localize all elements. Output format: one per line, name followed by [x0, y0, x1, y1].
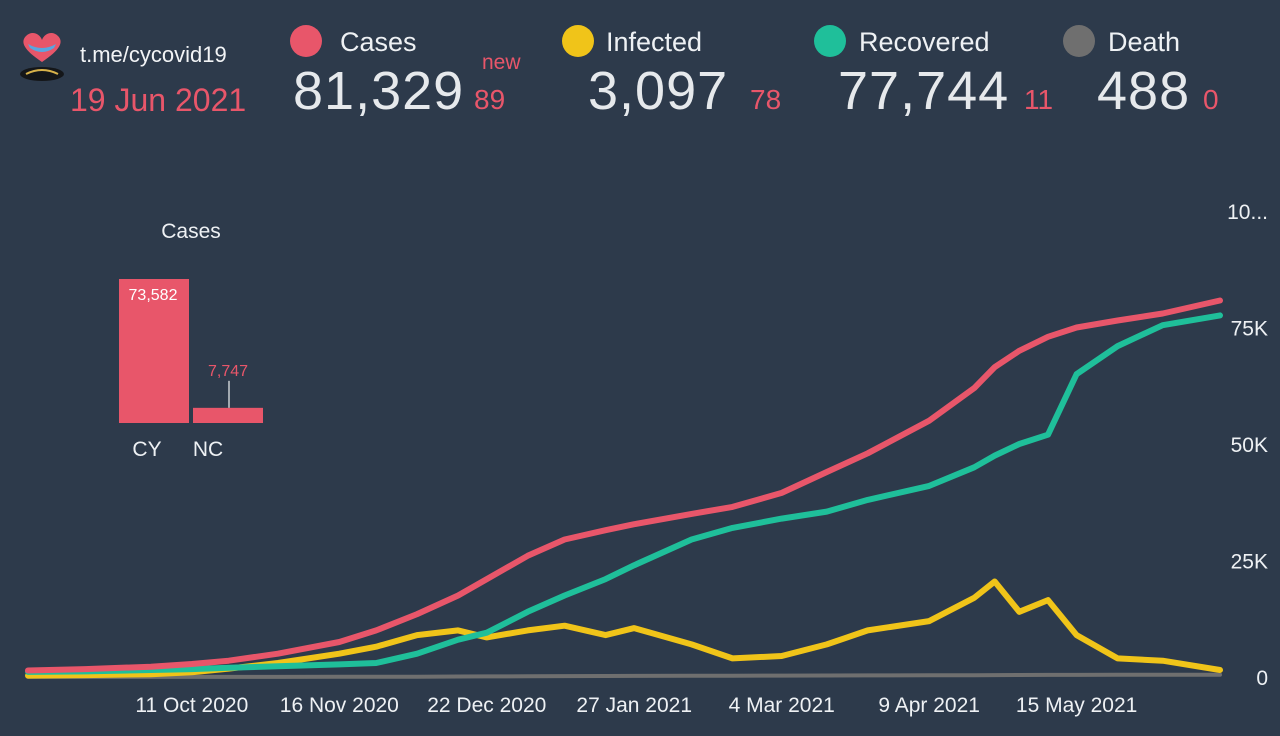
x-tick-label: 11 Oct 2020 [135, 694, 248, 717]
infected-legend-dot [562, 25, 594, 57]
x-tick-label: 27 Jan 2021 [576, 694, 692, 717]
recovered-total: 77,744 [838, 61, 1010, 121]
y-tick-label: 10... [1227, 201, 1268, 224]
recovered-legend-dot [814, 25, 846, 57]
recovered-new-count: 11 [1024, 84, 1054, 115]
bar-value-label: 7,747 [208, 363, 248, 380]
infected-label: Infected [606, 27, 703, 57]
cases-label: Cases [340, 27, 417, 57]
death-total: 488 [1097, 61, 1191, 121]
bar-value-label: 73,582 [129, 287, 178, 304]
bar-cy [119, 279, 189, 423]
report-date: 19 Jun 2021 [70, 82, 247, 118]
series-line-death [26, 672, 1222, 679]
bar-chart-title: Cases [161, 220, 221, 243]
infected-total: 3,097 [588, 61, 729, 121]
bar-nc [193, 407, 263, 423]
bar-category-label: CY [132, 438, 161, 461]
cases-new-label: new [482, 51, 521, 74]
series-line-cases [25, 297, 1223, 674]
x-tick-label: 9 Apr 2021 [878, 694, 980, 717]
y-tick-label: 25K [1231, 551, 1268, 574]
cases-total: 81,329 [293, 61, 465, 121]
cases-legend-dot [290, 25, 322, 57]
infected-new-count: 78 [750, 84, 782, 115]
y-tick-label: 50K [1231, 434, 1268, 457]
death-legend-dot [1063, 25, 1095, 57]
y-tick-label: 0 [1256, 667, 1268, 690]
channel-link[interactable]: t.me/cycovid19 [80, 42, 227, 67]
timeline-chart: 0 25K 50K 75K 10... 11 Oct 2020 16 Nov 2020 22… [25, 201, 1268, 717]
death-label: Death [1108, 27, 1181, 57]
x-tick-label: 22 Dec 2020 [427, 694, 546, 717]
y-tick-label: 75K [1231, 318, 1268, 341]
cases-new-count: 89 [474, 84, 506, 115]
death-new-count: 0 [1203, 84, 1219, 115]
x-tick-label: 15 May 2021 [1016, 694, 1137, 717]
x-tick-label: 16 Nov 2020 [280, 694, 399, 717]
series-line-recovered [25, 312, 1223, 675]
cases-by-region-chart: Cases CY 73,582 NC 7,747 [119, 220, 263, 461]
recovered-label: Recovered [859, 27, 990, 57]
bar-category-label: NC [193, 438, 223, 461]
x-tick-label: 4 Mar 2021 [729, 694, 835, 717]
heart-cyprus-logo [18, 30, 66, 84]
